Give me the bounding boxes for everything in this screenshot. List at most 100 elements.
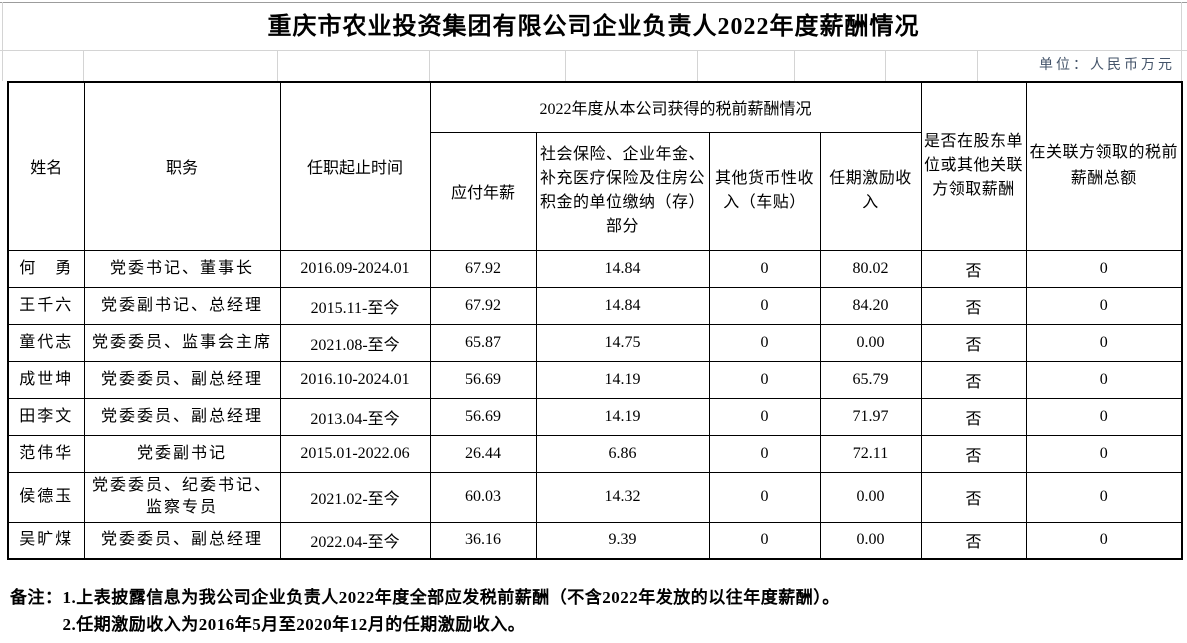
gridline bbox=[429, 51, 430, 81]
table-row: 童代志 党委委员、监事会主席 2021.08-至今 65.87 14.75 0 … bbox=[7, 323, 1183, 362]
cell-social-insurance: 14.84 bbox=[535, 286, 710, 325]
cell-annual-salary: 56.69 bbox=[429, 360, 537, 399]
gridline bbox=[885, 51, 886, 81]
cell-tenure: 2013.04-至今 bbox=[279, 397, 431, 436]
cell-tenure: 2015.11-至今 bbox=[279, 286, 431, 325]
cell-social-insurance: 14.19 bbox=[535, 397, 710, 436]
cell-social-insurance: 14.75 bbox=[535, 323, 710, 362]
cell-related-party-total: 0 bbox=[1025, 286, 1183, 325]
col-header-annual-salary: 应付年薪 bbox=[429, 131, 537, 251]
cell-other-monetary: 0 bbox=[708, 249, 821, 288]
gridline bbox=[0, 50, 1187, 51]
salary-table: 姓名 职务 任职起止时间 2022年度从本公司获得的税前薪酬情况 是否在股东单位… bbox=[7, 81, 1184, 560]
gridline bbox=[2, 2, 3, 81]
col-header-tenure: 任职起止时间 bbox=[279, 81, 431, 251]
cell-name: 范伟华 bbox=[7, 434, 85, 473]
cell-tenure-incentive: 0.00 bbox=[819, 521, 922, 560]
cell-position: 党委委员、副总经理 bbox=[83, 397, 281, 436]
cell-name: 田李文 bbox=[7, 397, 85, 436]
cell-shareholder-pay: 否 bbox=[920, 471, 1027, 523]
table-row: 范伟华 党委副书记 2015.01-2022.06 26.44 6.86 0 7… bbox=[7, 434, 1183, 473]
footnotes: 备注： 1.上表披露信息为我公司企业负责人2022年度全部应发税前薪酬（不含20… bbox=[10, 584, 840, 638]
cell-shareholder-pay: 否 bbox=[920, 397, 1027, 436]
gridline bbox=[83, 51, 84, 81]
cell-tenure-incentive: 71.97 bbox=[819, 397, 922, 436]
gridline bbox=[1181, 2, 1182, 81]
cell-tenure-incentive: 84.20 bbox=[819, 286, 922, 325]
col-header-pretax-group: 2022年度从本公司获得的税前薪酬情况 bbox=[429, 81, 922, 133]
col-header-social-insurance: 社会保险、企业年金、补充医疗保险及住房公积金的单位缴纳（存）部分 bbox=[535, 131, 710, 251]
cell-name: 何 勇 bbox=[7, 249, 85, 288]
cell-other-monetary: 0 bbox=[708, 323, 821, 362]
cell-annual-salary: 67.92 bbox=[429, 249, 537, 288]
cell-related-party-total: 0 bbox=[1025, 360, 1183, 399]
footnote-line-2: 2.任期激励收入为2016年5月至2020年12月的任期激励收入。 bbox=[62, 615, 526, 634]
cell-position: 党委委员、监事会主席 bbox=[83, 323, 281, 362]
cell-related-party-total: 0 bbox=[1025, 434, 1183, 473]
cell-annual-salary: 65.87 bbox=[429, 323, 537, 362]
gridline bbox=[697, 51, 698, 81]
cell-tenure: 2021.08-至今 bbox=[279, 323, 431, 362]
cell-position: 党委委员、副总经理 bbox=[83, 521, 281, 560]
cell-other-monetary: 0 bbox=[708, 397, 821, 436]
cell-annual-salary: 60.03 bbox=[429, 471, 537, 523]
cell-social-insurance: 14.19 bbox=[535, 360, 710, 399]
cell-tenure: 2022.04-至今 bbox=[279, 521, 431, 560]
top-gridline bbox=[0, 2, 1187, 3]
header-row-sub: 应付年薪 社会保险、企业年金、补充医疗保险及住房公积金的单位缴纳（存）部分 其他… bbox=[8, 131, 1182, 251]
cell-annual-salary: 56.69 bbox=[429, 397, 537, 436]
cell-shareholder-pay: 否 bbox=[920, 360, 1027, 399]
col-header-position: 职务 bbox=[83, 81, 281, 251]
cell-position: 党委副书记、总经理 bbox=[83, 286, 281, 325]
cell-annual-salary: 26.44 bbox=[429, 434, 537, 473]
cell-tenure-incentive: 80.02 bbox=[819, 249, 922, 288]
col-header-tenure-incentive: 任期激励收入 bbox=[819, 131, 922, 251]
gridline bbox=[977, 51, 978, 81]
table-row: 成世坤 党委委员、副总经理 2016.10-2024.01 56.69 14.1… bbox=[7, 360, 1183, 399]
cell-annual-salary: 67.92 bbox=[429, 286, 537, 325]
cell-related-party-total: 0 bbox=[1025, 397, 1183, 436]
col-header-shareholder-pay: 是否在股东单位或其他关联方领取薪酬 bbox=[920, 81, 1027, 251]
gridline bbox=[277, 51, 278, 81]
cell-tenure-incentive: 0.00 bbox=[819, 323, 922, 362]
col-header-other-monetary: 其他货币性收入（车贴） bbox=[708, 131, 821, 251]
cell-position: 党委副书记 bbox=[83, 434, 281, 473]
header-row-top: 姓名 职务 任职起止时间 2022年度从本公司获得的税前薪酬情况 是否在股东单位… bbox=[7, 81, 1183, 251]
footnote-line-1: 1.上表披露信息为我公司企业负责人2022年度全部应发税前薪酬（不含2022年发… bbox=[62, 588, 840, 607]
cell-other-monetary: 0 bbox=[708, 286, 821, 325]
cell-position: 党委委员、纪委书记、监察专员 bbox=[83, 471, 281, 523]
cell-position: 党委书记、董事长 bbox=[83, 249, 281, 288]
cell-tenure-incentive: 0.00 bbox=[819, 471, 922, 523]
col-header-name: 姓名 bbox=[7, 81, 85, 251]
cell-name: 侯德玉 bbox=[7, 471, 85, 523]
cell-shareholder-pay: 否 bbox=[920, 286, 1027, 325]
cell-other-monetary: 0 bbox=[708, 521, 821, 560]
table-row: 田李文 党委委员、副总经理 2013.04-至今 56.69 14.19 0 7… bbox=[7, 397, 1183, 436]
cell-related-party-total: 0 bbox=[1025, 249, 1183, 288]
cell-shareholder-pay: 否 bbox=[920, 323, 1027, 362]
cell-tenure: 2016.09-2024.01 bbox=[279, 249, 431, 288]
cell-shareholder-pay: 否 bbox=[920, 521, 1027, 560]
cell-tenure-incentive: 65.79 bbox=[819, 360, 922, 399]
cell-shareholder-pay: 否 bbox=[920, 249, 1027, 288]
cell-tenure: 2021.02-至今 bbox=[279, 471, 431, 523]
cell-other-monetary: 0 bbox=[708, 434, 821, 473]
table-row: 王千六 党委副书记、总经理 2015.11-至今 67.92 14.84 0 8… bbox=[7, 286, 1183, 325]
cell-tenure: 2015.01-2022.06 bbox=[279, 434, 431, 473]
footnote-label: 备注： bbox=[10, 588, 63, 607]
cell-social-insurance: 9.39 bbox=[535, 521, 710, 560]
table-row: 吴旷煤 党委委员、副总经理 2022.04-至今 36.16 9.39 0 0.… bbox=[7, 521, 1183, 560]
cell-related-party-total: 0 bbox=[1025, 323, 1183, 362]
cell-other-monetary: 0 bbox=[708, 471, 821, 523]
cell-position: 党委委员、副总经理 bbox=[83, 360, 281, 399]
cell-name: 王千六 bbox=[7, 286, 85, 325]
cell-tenure: 2016.10-2024.01 bbox=[279, 360, 431, 399]
cell-shareholder-pay: 否 bbox=[920, 434, 1027, 473]
cell-name: 吴旷煤 bbox=[7, 521, 85, 560]
cell-name: 成世坤 bbox=[7, 360, 85, 399]
cell-name: 童代志 bbox=[7, 323, 85, 362]
gridline bbox=[565, 51, 566, 81]
cell-social-insurance: 6.86 bbox=[535, 434, 710, 473]
table-row: 侯德玉 党委委员、纪委书记、监察专员 2021.02-至今 60.03 14.3… bbox=[7, 471, 1183, 523]
